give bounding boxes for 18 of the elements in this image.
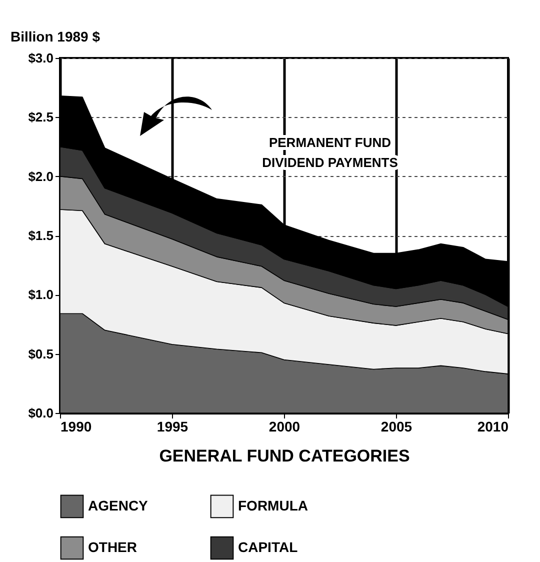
x-tick-label: 2000 (268, 418, 300, 434)
y-tick-label: $1.0 (28, 287, 54, 302)
y-axis-title: Billion 1989 $ (10, 28, 100, 44)
x-tick-label: 2010 (477, 418, 509, 434)
legend-label: FORMULA (238, 497, 308, 514)
legend-label: OTHER (88, 539, 137, 555)
legend-label: CAPITAL (238, 539, 298, 555)
y-tick-label: $2.0 (28, 168, 54, 184)
x-tick-label: 1990 (60, 418, 92, 434)
x-tick-label: 2005 (380, 418, 412, 434)
y-tick-label: $2.5 (28, 110, 54, 125)
y-tick-label: $1.5 (28, 228, 54, 243)
x-axis-title: GENERAL FUND CATEGORIES (159, 446, 410, 466)
y-tick-label: $3.0 (28, 50, 54, 66)
legend-label: AGENCY (88, 497, 149, 514)
x-tick-label: 1995 (156, 418, 188, 434)
y-tick-label: $0.5 (28, 346, 54, 362)
y-tick-label: $0.0 (28, 406, 54, 420)
